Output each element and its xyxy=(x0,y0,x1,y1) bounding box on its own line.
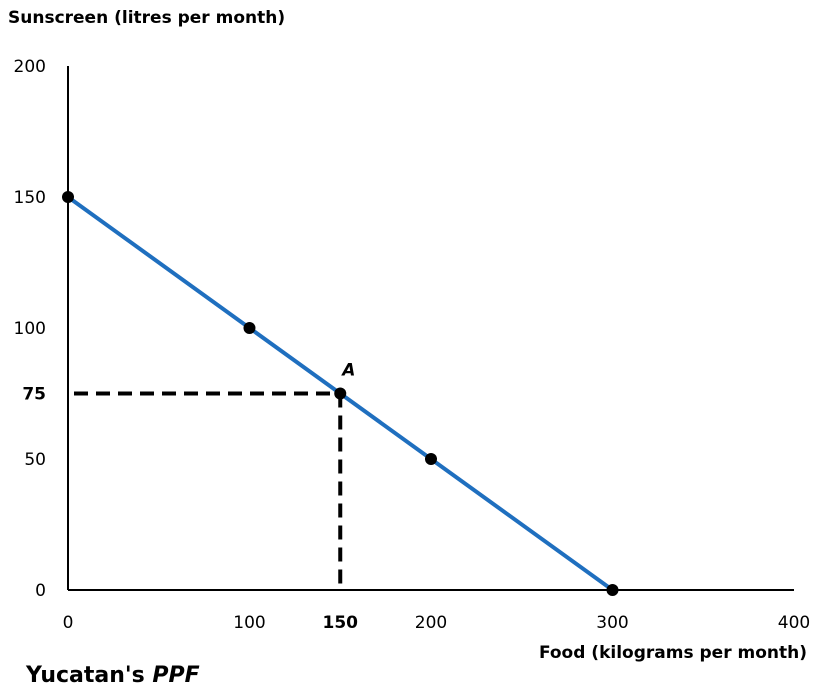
data-point xyxy=(62,191,74,203)
x-tick-label: 300 xyxy=(596,613,628,633)
y-axis-label: Sunscreen (litres per month) xyxy=(8,8,285,28)
chart-title-main: Yucatan's xyxy=(25,663,152,688)
y-tick-label: 200 xyxy=(14,57,46,77)
x-tick-label: 0 xyxy=(63,613,74,633)
chart-title-italic: PPF xyxy=(152,663,199,688)
x-tick-label: 400 xyxy=(778,613,810,633)
x-axis-label: Food (kilograms per month) xyxy=(539,643,807,663)
chart-title: Yucatan's PPF xyxy=(25,663,200,688)
y-tick-label: 50 xyxy=(24,450,46,470)
axes xyxy=(67,66,794,591)
point-label-a: A xyxy=(340,361,355,381)
y-tick-label: 0 xyxy=(35,581,46,601)
data-point xyxy=(334,387,347,400)
y-tick-label: 100 xyxy=(14,319,46,339)
reference-lines xyxy=(74,391,343,590)
x-tick-labels: 0 100 150 200 300 400 xyxy=(63,613,811,633)
y-tick-labels: 0 50 75 100 150 200 xyxy=(14,57,46,601)
x-tick-label: 150 xyxy=(323,613,359,633)
y-tick-label: 150 xyxy=(14,188,46,208)
data-point xyxy=(243,322,256,334)
x-tick-label: 200 xyxy=(415,613,447,633)
x-tick-label: 100 xyxy=(233,613,265,633)
data-point xyxy=(606,584,619,596)
points-layer: A xyxy=(62,191,619,596)
data-point xyxy=(425,453,437,465)
y-tick-label: 75 xyxy=(22,385,46,405)
